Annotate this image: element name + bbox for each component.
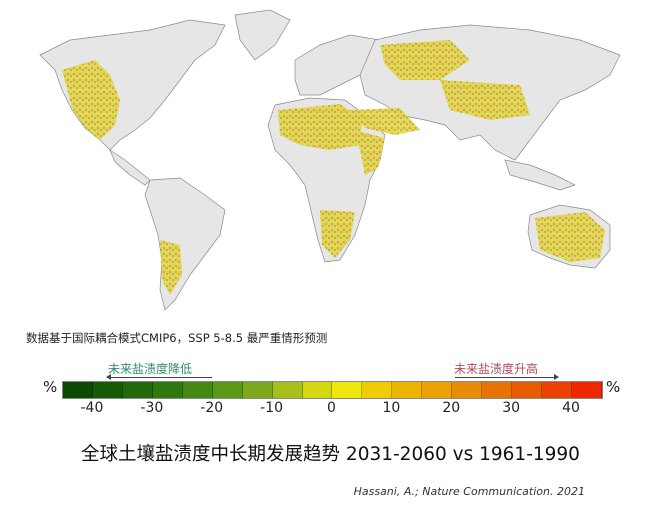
color-bar-cell — [272, 382, 303, 398]
color-bar-cell — [392, 382, 423, 398]
color-bar-cell — [332, 382, 363, 398]
tick-label: -40 — [80, 400, 104, 416]
data-source-note: 数据基于国际耦合模式CMIP6，SSP 5-8.5 最严重情形预测 — [26, 331, 328, 345]
color-bar-cell — [152, 382, 183, 398]
tick-label: 10 — [382, 400, 401, 416]
color-bar-cell — [182, 382, 213, 398]
color-bar-cell — [92, 382, 123, 398]
color-bar-cell — [212, 382, 243, 398]
tick-label: -10 — [260, 400, 284, 416]
unit-right: % — [606, 378, 621, 396]
color-bar — [62, 381, 603, 399]
tick-label: 0 — [327, 400, 336, 416]
color-bar-cell — [242, 382, 273, 398]
color-bar-cell — [512, 382, 542, 398]
tick-label: 40 — [562, 400, 580, 416]
left-arrow-icon — [106, 374, 212, 380]
decrease-label: 未来盐渍度降低 — [108, 362, 193, 376]
citation: Hassani, A.; Nature Communication. 2021 — [353, 485, 585, 498]
increase-label: 未来盐渍度升高 — [454, 362, 539, 376]
color-bar-cell — [63, 382, 93, 398]
tick-label: -20 — [200, 400, 224, 416]
color-bar-cell — [422, 382, 453, 398]
south-america — [144, 177, 226, 311]
salinity-change-overlay — [62, 40, 605, 295]
tick-label: -30 — [140, 400, 164, 416]
se-asia — [504, 159, 576, 191]
world-map — [39, 9, 621, 311]
tick-label: 20 — [442, 400, 461, 416]
color-bar-cell — [542, 382, 572, 398]
color-bar-cell — [122, 382, 153, 398]
color-bar-cell — [362, 382, 393, 398]
greenland — [234, 9, 291, 61]
color-bar-cell — [482, 382, 513, 398]
color-bar-cell — [452, 382, 483, 398]
color-bar-cell — [571, 382, 602, 398]
unit-left: % — [43, 378, 58, 396]
tick-label: 30 — [502, 400, 521, 416]
color-bar-cell — [302, 382, 333, 398]
central-america — [109, 149, 151, 186]
right-arrow-icon — [455, 374, 559, 380]
figure-title: 全球土壤盐渍度中长期发展趋势 2031-2060 vs 1961-1990 — [81, 444, 580, 465]
